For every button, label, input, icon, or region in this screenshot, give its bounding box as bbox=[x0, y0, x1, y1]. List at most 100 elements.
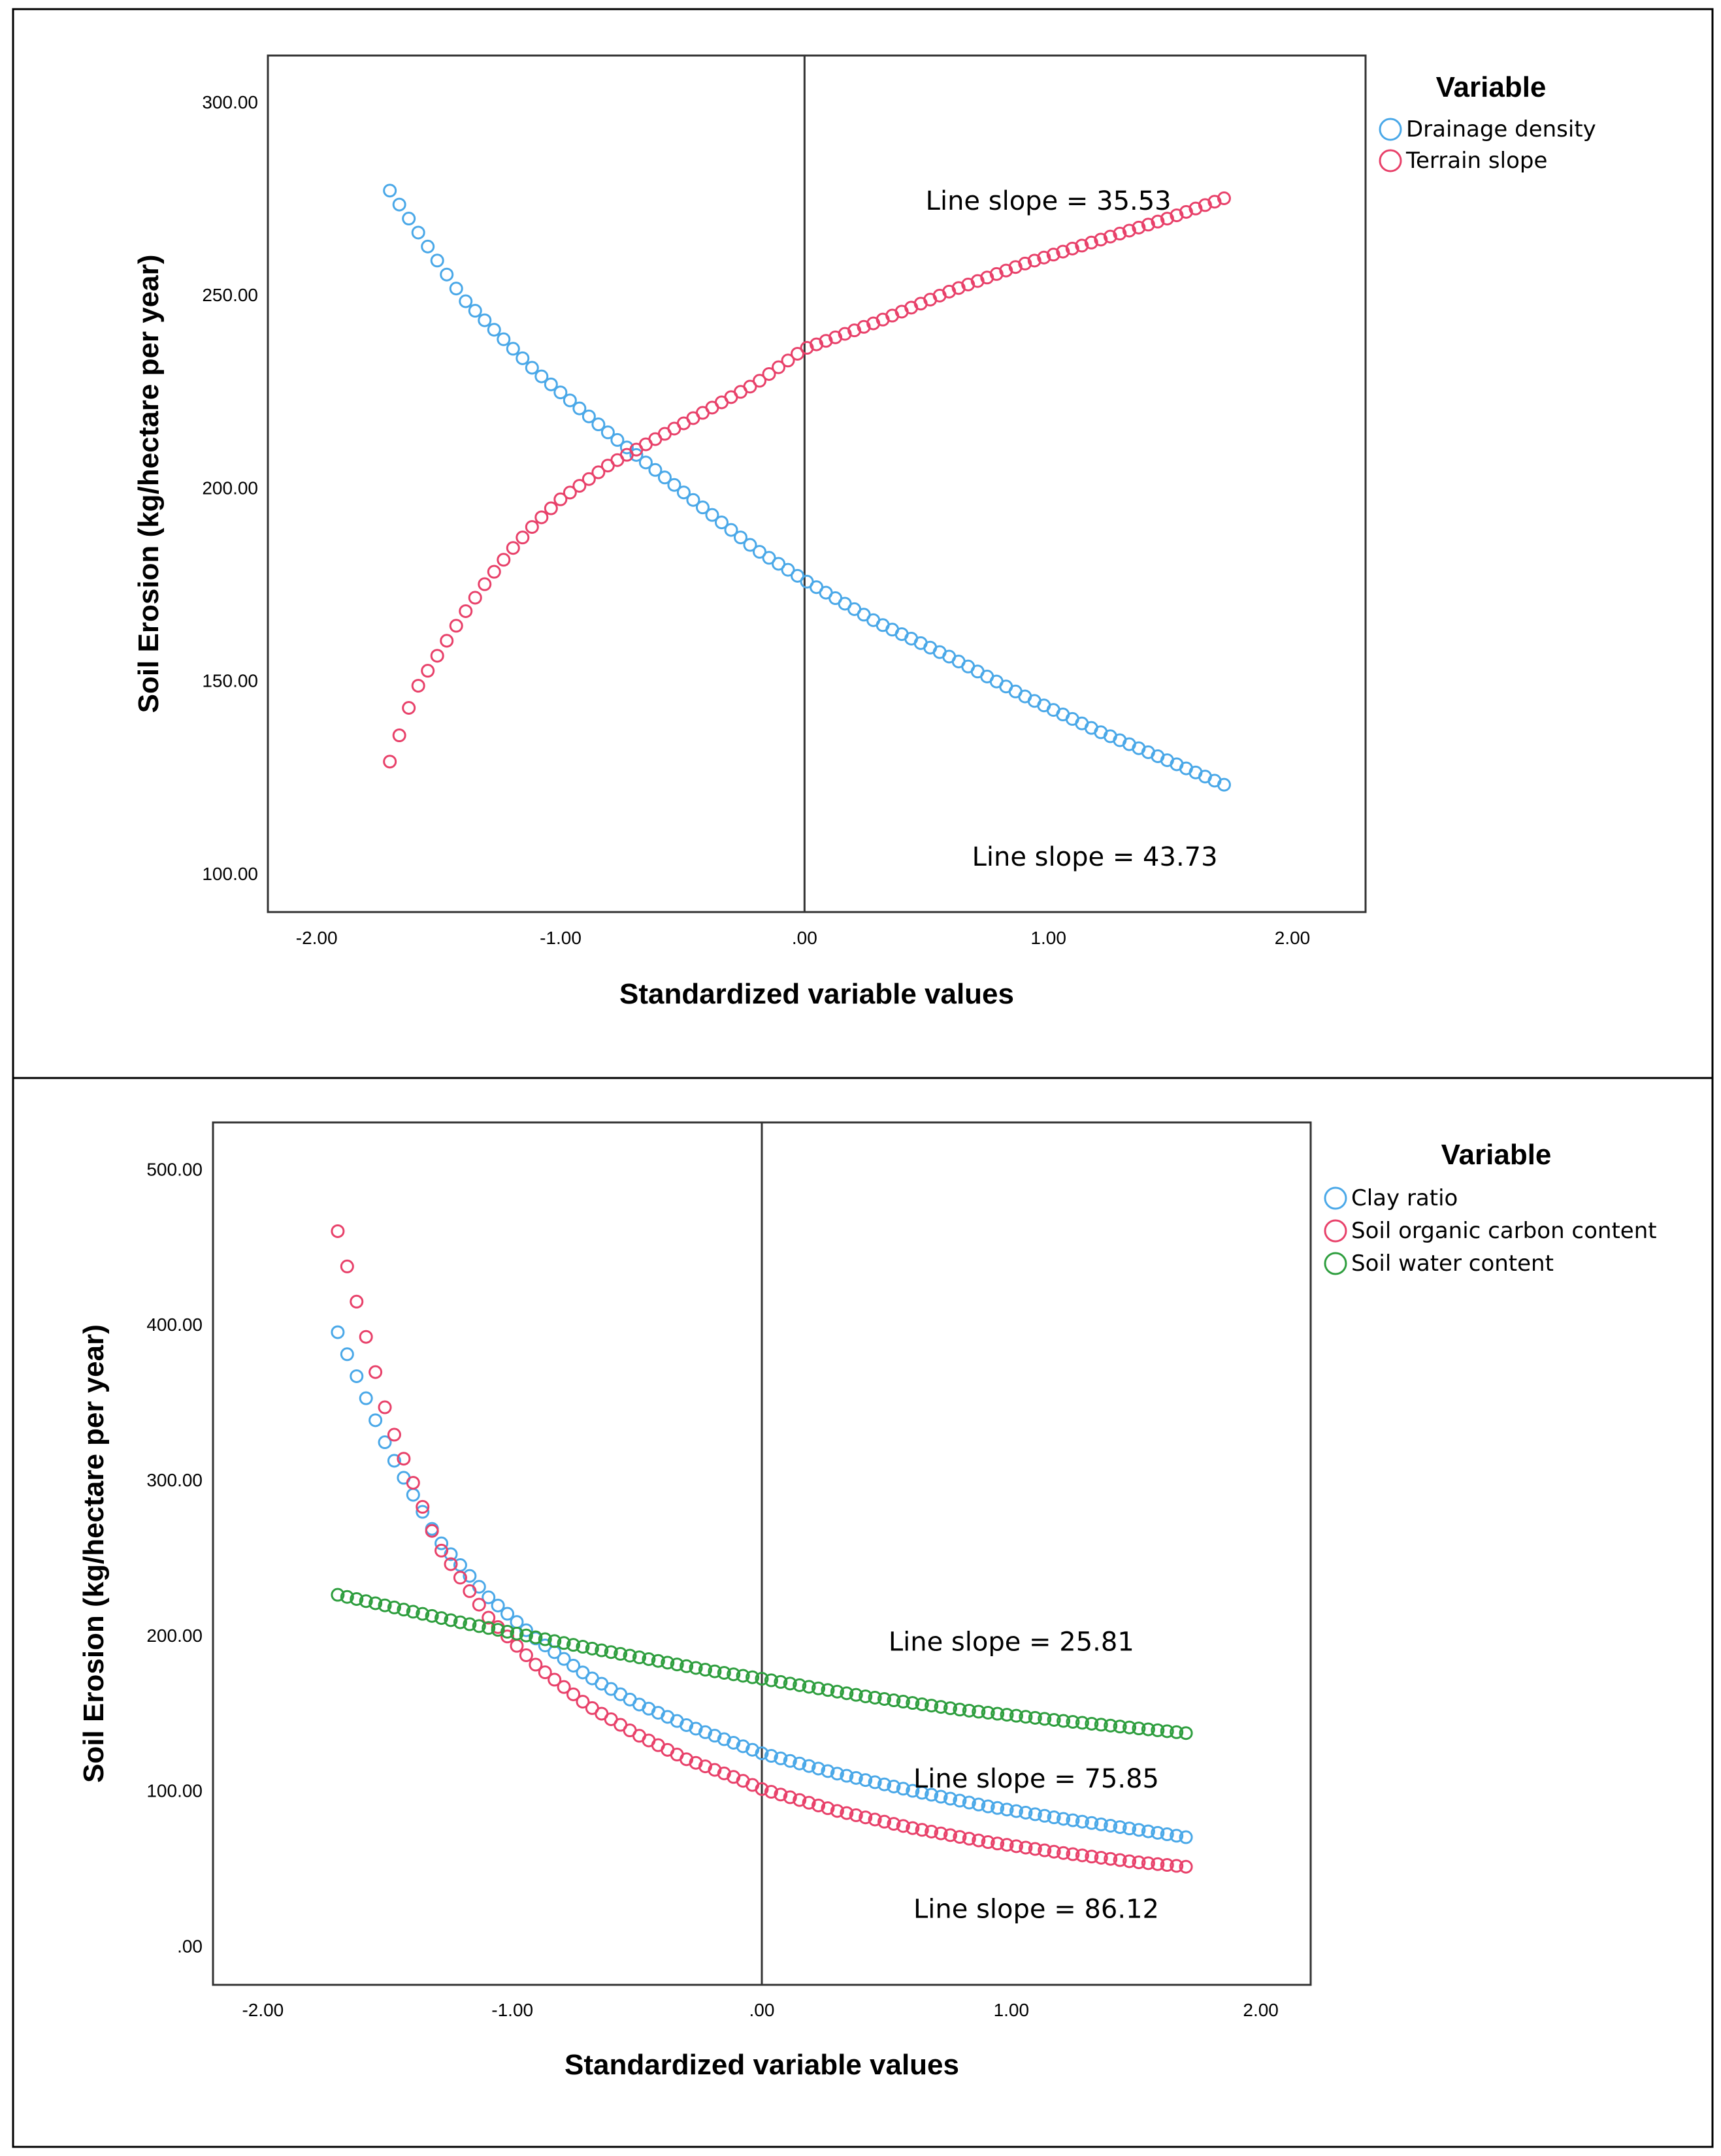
data-point bbox=[991, 1707, 1005, 1721]
data-point bbox=[482, 1621, 496, 1635]
data-point bbox=[340, 1590, 354, 1604]
data-point bbox=[638, 455, 653, 470]
x-tick-label: .00 bbox=[792, 928, 817, 948]
data-point bbox=[877, 1777, 892, 1791]
data-point bbox=[1037, 250, 1051, 265]
data-point bbox=[772, 360, 786, 374]
data-point bbox=[534, 510, 549, 525]
data-point bbox=[553, 385, 568, 400]
y-tick-label: 300.00 bbox=[146, 1470, 203, 1490]
data-point bbox=[1122, 223, 1136, 238]
data-point bbox=[1009, 1804, 1023, 1818]
data-point bbox=[557, 1680, 571, 1694]
data-point bbox=[724, 523, 738, 537]
data-point bbox=[331, 1325, 345, 1339]
data-point bbox=[821, 1683, 835, 1697]
data-point bbox=[383, 184, 397, 198]
data-point bbox=[981, 1799, 995, 1814]
data-point bbox=[781, 563, 795, 577]
data-point bbox=[1056, 244, 1070, 259]
data-point bbox=[331, 1588, 345, 1602]
data-point bbox=[350, 1294, 364, 1309]
data-point bbox=[1028, 1842, 1042, 1856]
data-point bbox=[934, 1826, 948, 1840]
data-point bbox=[1019, 1840, 1033, 1855]
data-point bbox=[600, 425, 615, 440]
plot-area bbox=[267, 54, 1367, 913]
data-point bbox=[472, 1619, 486, 1633]
data-point bbox=[830, 1767, 844, 1781]
data-point bbox=[1141, 1824, 1155, 1838]
data-point bbox=[1141, 218, 1155, 232]
data-point bbox=[734, 531, 748, 545]
data-point bbox=[755, 1746, 769, 1761]
data-point bbox=[755, 1671, 769, 1686]
data-point bbox=[1027, 253, 1041, 268]
data-point bbox=[582, 472, 596, 486]
data-point bbox=[619, 440, 634, 455]
data-point bbox=[887, 1817, 901, 1831]
data-point bbox=[840, 1686, 854, 1701]
data-point bbox=[1179, 1830, 1193, 1844]
y-tick-label: .00 bbox=[177, 1936, 203, 1957]
data-point bbox=[1094, 233, 1108, 247]
data-point bbox=[491, 1598, 505, 1612]
data-point bbox=[406, 1476, 420, 1490]
data-point bbox=[1066, 1714, 1080, 1729]
data-point bbox=[717, 1665, 731, 1680]
data-point bbox=[402, 701, 416, 715]
data-point bbox=[1104, 1852, 1118, 1866]
data-point bbox=[1047, 1810, 1061, 1825]
y-tick-label: 500.00 bbox=[146, 1159, 203, 1179]
data-point bbox=[557, 1636, 571, 1650]
data-point bbox=[991, 1837, 1005, 1851]
data-point bbox=[811, 1798, 826, 1812]
data-point bbox=[421, 664, 435, 678]
y-tick-label: 200.00 bbox=[146, 1625, 203, 1646]
data-point bbox=[772, 557, 786, 571]
data-point bbox=[623, 1648, 637, 1663]
data-point bbox=[566, 1659, 581, 1673]
legend: Variable Drainage density Terrain slope bbox=[1379, 71, 1596, 174]
data-point bbox=[1094, 1850, 1108, 1865]
series-soil-water-content bbox=[331, 1588, 1193, 1740]
data-point bbox=[774, 1751, 788, 1765]
data-point bbox=[576, 1640, 590, 1654]
data-point bbox=[430, 649, 444, 663]
data-point bbox=[670, 1658, 684, 1672]
data-point bbox=[1170, 1859, 1184, 1873]
data-point bbox=[1075, 238, 1089, 253]
data-point bbox=[544, 501, 558, 515]
data-point bbox=[1170, 1829, 1184, 1843]
data-point bbox=[1179, 1859, 1193, 1874]
data-point bbox=[698, 1663, 712, 1677]
data-point bbox=[378, 1400, 392, 1414]
data-point bbox=[877, 1691, 892, 1706]
data-point bbox=[463, 1569, 477, 1583]
data-point bbox=[1132, 1823, 1146, 1837]
data-point bbox=[783, 1790, 797, 1805]
data-point bbox=[1113, 1853, 1127, 1867]
data-point bbox=[392, 197, 406, 212]
data-point bbox=[340, 1259, 354, 1273]
data-point bbox=[387, 1428, 401, 1442]
y-tick-label: 100.00 bbox=[146, 1781, 203, 1801]
data-point bbox=[544, 377, 558, 391]
data-point bbox=[793, 1756, 807, 1771]
top-chart: -2.00 -1.00 .00 1.00 2.00 100.00 150.00 200.00 2… bbox=[133, 54, 1596, 1010]
data-point bbox=[1217, 777, 1231, 792]
data-point bbox=[1057, 1714, 1071, 1728]
data-point bbox=[500, 1629, 515, 1644]
data-point bbox=[516, 531, 530, 545]
data-point bbox=[387, 1454, 401, 1468]
data-point bbox=[830, 1684, 844, 1699]
data-point bbox=[1113, 227, 1127, 241]
data-point bbox=[425, 1524, 439, 1538]
data-point bbox=[449, 619, 463, 633]
data-point bbox=[1075, 1814, 1089, 1829]
data-point bbox=[402, 212, 416, 226]
data-point bbox=[411, 679, 425, 693]
line-slope-annotation: Line slope = 86.12 bbox=[913, 1895, 1159, 1925]
data-point bbox=[1160, 212, 1174, 226]
data-point bbox=[500, 1607, 515, 1621]
